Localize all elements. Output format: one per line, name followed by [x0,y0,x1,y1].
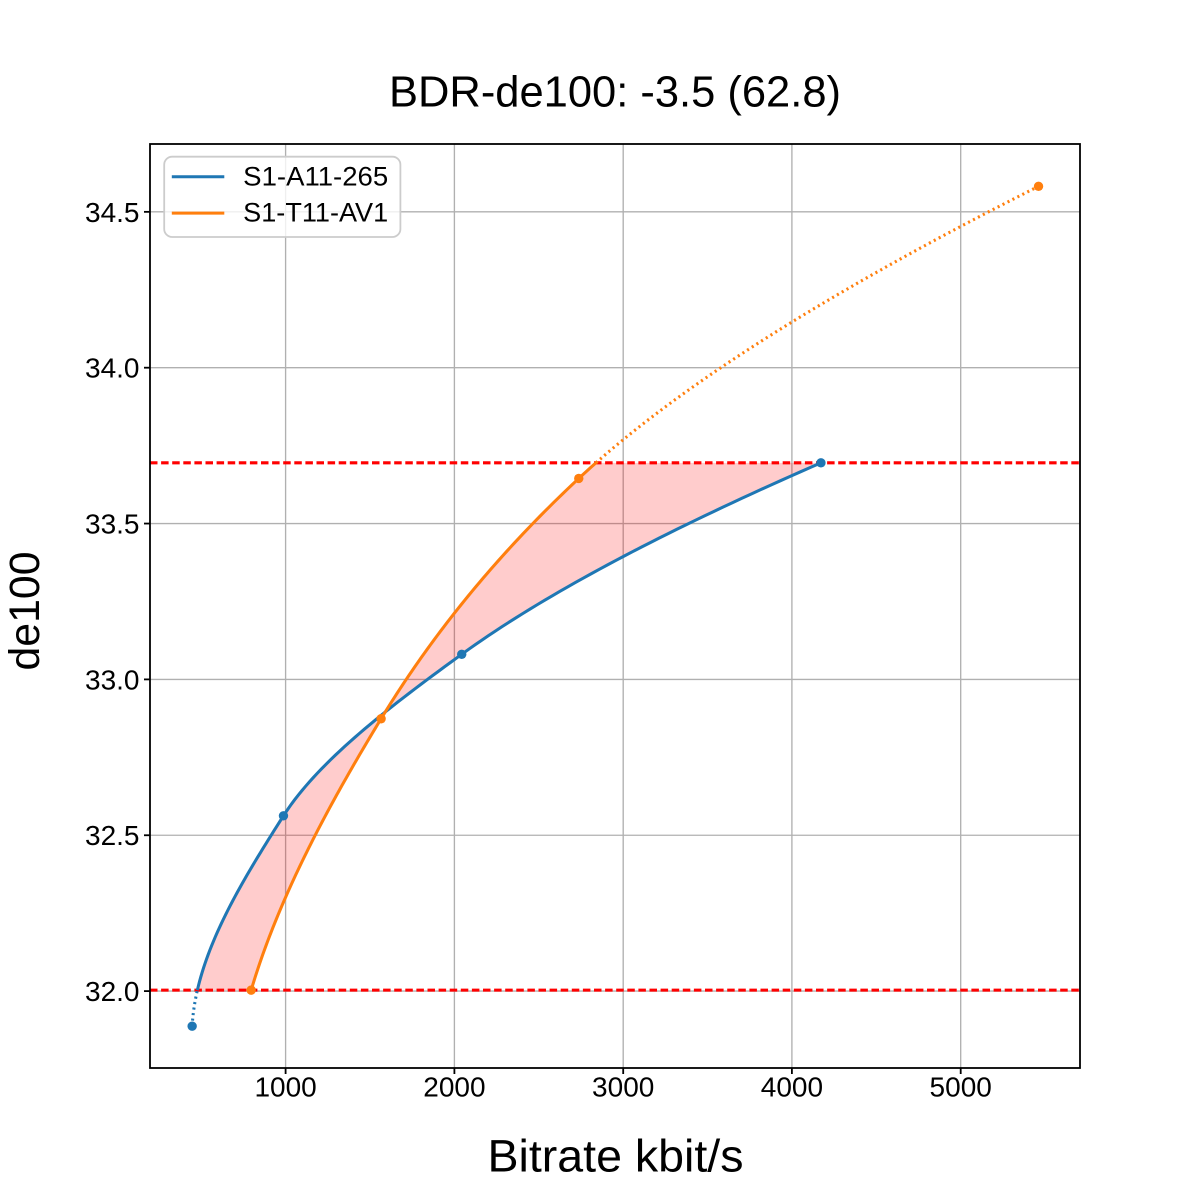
svg-text:de100: de100 [1,552,49,671]
svg-text:4000: 4000 [761,1072,823,1103]
svg-text:3000: 3000 [592,1072,654,1103]
svg-text:Bitrate kbit/s: Bitrate kbit/s [488,1131,744,1182]
svg-text:S1-T11-AV1: S1-T11-AV1 [243,198,388,228]
svg-text:BDR-de100: -3.5 (62.8): BDR-de100: -3.5 (62.8) [389,68,841,117]
svg-text:33.5: 33.5 [85,508,140,539]
svg-text:33.0: 33.0 [85,664,140,695]
svg-text:32.0: 32.0 [85,976,140,1007]
svg-text:S1-A11-265: S1-A11-265 [243,161,388,191]
svg-text:1000: 1000 [254,1072,316,1103]
svg-text:34.5: 34.5 [85,197,140,228]
svg-text:34.0: 34.0 [85,353,140,384]
svg-text:5000: 5000 [930,1072,992,1103]
svg-text:2000: 2000 [423,1072,485,1103]
svg-text:32.5: 32.5 [85,820,140,851]
